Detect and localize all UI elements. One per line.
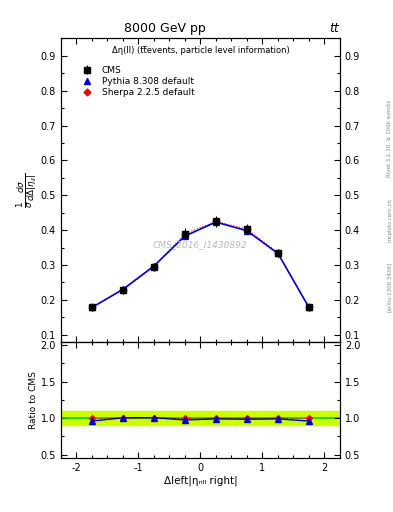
- Sherpa 2.2.5 default: [90, 305, 94, 311]
- Pythia 8.308 default: [121, 286, 125, 292]
- Y-axis label: $\frac{1}{\sigma}\frac{d\sigma}{d\Delta|\eta_{ll}|}$: $\frac{1}{\sigma}\frac{d\sigma}{d\Delta|…: [15, 172, 39, 208]
- Y-axis label: Ratio to CMS: Ratio to CMS: [29, 371, 38, 429]
- Pythia 8.308 default: [152, 263, 156, 269]
- Text: [arXiv:1306.3436]: [arXiv:1306.3436]: [387, 262, 392, 312]
- X-axis label: Δleft|ηₙₗₗ right|: Δleft|ηₙₗₗ right|: [163, 476, 237, 486]
- Pythia 8.308 default: [90, 305, 94, 311]
- Sherpa 2.2.5 default: [213, 218, 218, 224]
- Text: Δη(ll) (tt̅events, particle level information): Δη(ll) (tt̅events, particle level inform…: [112, 46, 289, 55]
- Pythia 8.308 default: [183, 233, 187, 239]
- Sherpa 2.2.5 default: [244, 226, 249, 232]
- Sherpa 2.2.5 default: [307, 305, 311, 311]
- Sherpa 2.2.5 default: [275, 250, 280, 256]
- Pythia 8.308 default: [275, 250, 280, 257]
- Text: CMS_2016_I1430892: CMS_2016_I1430892: [153, 240, 248, 249]
- Line: Pythia 8.308 default: Pythia 8.308 default: [88, 219, 312, 311]
- Sherpa 2.2.5 default: [183, 230, 187, 237]
- Bar: [61, 411, 340, 425]
- Text: mcplots.cern.ch: mcplots.cern.ch: [387, 198, 392, 242]
- Text: tt: tt: [329, 22, 339, 34]
- Sherpa 2.2.5 default: [152, 264, 156, 270]
- Text: Rivet 3.1.10, ≥ 100k events: Rivet 3.1.10, ≥ 100k events: [387, 100, 392, 177]
- Pythia 8.308 default: [213, 219, 218, 225]
- Pythia 8.308 default: [307, 305, 311, 311]
- Legend: CMS, Pythia 8.308 default, Sherpa 2.2.5 default: CMS, Pythia 8.308 default, Sherpa 2.2.5 …: [77, 64, 196, 99]
- Bar: [61, 415, 340, 422]
- Line: Sherpa 2.2.5 default: Sherpa 2.2.5 default: [90, 219, 311, 310]
- Text: 8000 GeV pp: 8000 GeV pp: [124, 22, 206, 34]
- Pythia 8.308 default: [244, 228, 249, 234]
- Sherpa 2.2.5 default: [121, 287, 125, 293]
